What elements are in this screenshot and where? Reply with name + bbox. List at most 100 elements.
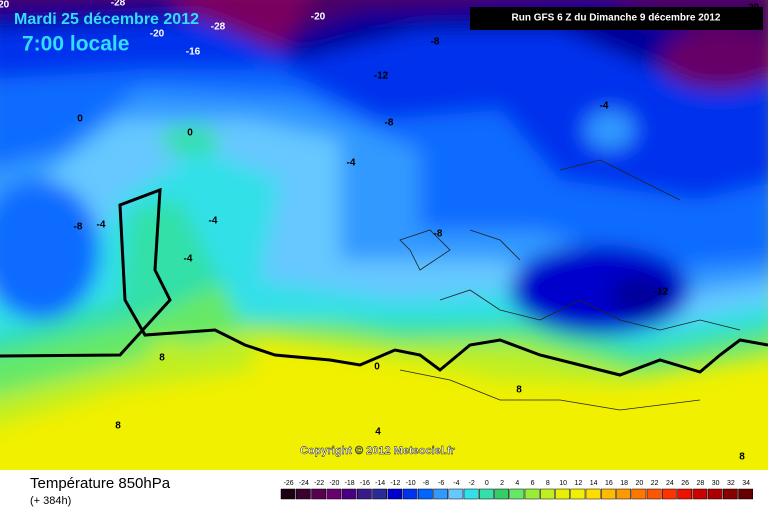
scale-label: -12 <box>390 480 400 487</box>
scale-swatch <box>433 488 448 500</box>
scale-label: 6 <box>531 480 535 487</box>
map-labels: -20-28-20-20-28-20-16-8-120-80-4-4-8-4-4… <box>0 0 760 463</box>
scale-label: 22 <box>651 480 659 487</box>
scale-swatch <box>463 488 479 500</box>
scale-swatch <box>692 488 708 500</box>
scale-swatch <box>631 488 647 500</box>
scale-swatch <box>418 488 433 500</box>
footer-title: Température 850hPa <box>30 475 171 492</box>
isotherm-label: -8 <box>431 37 440 48</box>
scale-label: 4 <box>515 480 519 487</box>
isotherm-label: -4 <box>184 254 193 265</box>
isotherm-label: -28 <box>211 22 226 33</box>
scale-swatch <box>448 488 464 500</box>
scale-label: 8 <box>546 480 550 487</box>
zero-isotherm <box>0 187 768 377</box>
isotherm-label: -16 <box>186 47 201 58</box>
isotherm-label: 8 <box>516 385 522 396</box>
scale-label: -26 <box>284 480 294 487</box>
isotherm-label: -12 <box>654 287 669 298</box>
scale-swatch <box>540 488 555 500</box>
scale-swatch <box>570 488 586 500</box>
scale-swatch <box>707 488 723 500</box>
isotherm-label: 4 <box>375 427 381 438</box>
coastlines <box>399 159 741 411</box>
scale-label: -2 <box>469 480 475 487</box>
scale-swatch <box>296 488 311 500</box>
isotherm-label: 8 <box>159 353 165 364</box>
isotherm-label: -20 <box>150 29 165 40</box>
scale-swatch <box>585 488 601 500</box>
scale-label: -24 <box>299 480 309 487</box>
scale-label: -22 <box>314 480 324 487</box>
scale-swatch <box>311 488 326 500</box>
isotherm-label: -8 <box>385 118 394 129</box>
scale-swatch <box>509 488 525 500</box>
scale-swatch <box>387 488 403 500</box>
scale-swatch <box>616 488 631 500</box>
scale-label: 14 <box>590 480 598 487</box>
scale-label: -8 <box>423 480 429 487</box>
footer-subtitle: (+ 384h) <box>30 495 71 507</box>
scale-label: 0 <box>485 480 489 487</box>
isotherm-label: 0 <box>77 114 83 125</box>
scale-label: -16 <box>360 480 370 487</box>
scale-label: 20 <box>635 480 643 487</box>
scale-swatch <box>372 488 387 500</box>
scale-swatch <box>723 488 738 500</box>
scale-swatch <box>601 488 616 500</box>
date: Mardi 25 décembre 2012 <box>14 11 199 28</box>
scale-label: 24 <box>666 480 674 487</box>
isotherm-label: -4 <box>97 220 106 231</box>
scale-label: 34 <box>742 480 750 487</box>
scale-label: -14 <box>375 480 385 487</box>
scale-swatch <box>479 488 494 500</box>
isotherm-label: -28 <box>111 0 126 9</box>
copyright: Copyright © 2012 Meteociel.fr <box>300 445 456 457</box>
temperature-field: -20-28-20-20-28-20-16-8-120-80-4-4-8-4-4… <box>0 0 768 470</box>
scale-swatch <box>326 488 342 500</box>
scale-label: -10 <box>406 480 416 487</box>
scale-swatch <box>662 488 677 500</box>
scale-label: 10 <box>559 480 567 487</box>
scale-label: 32 <box>727 480 735 487</box>
scale-swatch <box>738 488 753 500</box>
scale-swatch <box>280 488 296 500</box>
scale-label: 18 <box>620 480 628 487</box>
scale-swatch <box>646 488 662 500</box>
scale-label: 26 <box>681 480 689 487</box>
isotherm-label: 0 <box>374 362 380 373</box>
scale-swatch <box>402 488 418 500</box>
isotherm-label: -20 <box>0 0 10 11</box>
isotherm-label: -20 <box>311 12 326 23</box>
isotherm-label: -4 <box>347 158 356 169</box>
isotherm-label: 8 <box>739 452 745 463</box>
isotherm-label: -4 <box>600 101 609 112</box>
isotherm-label: 8 <box>115 421 121 432</box>
isotherm-label: -4 <box>209 216 218 227</box>
scale-label: -20 <box>329 480 339 487</box>
scale-swatch <box>341 488 357 500</box>
scale-label: -18 <box>345 480 355 487</box>
run-info: Run GFS 6 Z du Dimanche 9 décembre 2012 <box>512 13 721 24</box>
scale-label: -4 <box>453 480 459 487</box>
scale-label: 12 <box>574 480 582 487</box>
scale-label: 28 <box>696 480 704 487</box>
isotherm-label: -8 <box>434 229 443 240</box>
scale-label: 30 <box>712 480 720 487</box>
isotherm-label: -8 <box>74 222 83 233</box>
scale-label: -6 <box>438 480 444 487</box>
scale-swatch <box>357 488 372 500</box>
scale-swatch <box>555 488 570 500</box>
scale-swatch <box>494 488 509 500</box>
isotherm-label: 0 <box>187 128 193 139</box>
scale-label: 16 <box>605 480 613 487</box>
run-box <box>470 7 763 30</box>
scale-swatch <box>677 488 692 500</box>
time: 7:00 locale <box>22 33 129 56</box>
scale-label: 2 <box>500 480 504 487</box>
color-scale: -26 -24 -22 -20 -18 -16 -14 -12 -10 -8 -6 -4 -2 0 2 4 6 8… <box>280 480 753 500</box>
scale-swatch <box>524 488 540 500</box>
isotherm-label: -12 <box>374 71 389 82</box>
